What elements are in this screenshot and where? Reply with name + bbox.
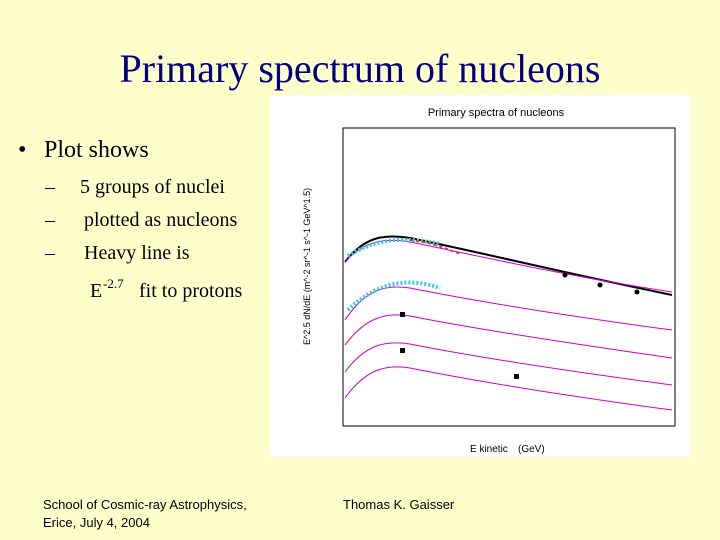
- fit-base: E: [90, 280, 102, 302]
- runjob-point: [597, 282, 603, 288]
- points: [400, 272, 640, 379]
- sub-bullet: plotted as nucleons: [84, 209, 238, 231]
- slide-title: Primary spectrum of nucleons: [120, 46, 601, 91]
- plot-frame: [342, 127, 676, 427]
- curves: [344, 235, 673, 411]
- dash: –: [44, 209, 56, 231]
- x-axis-label: E kinetic: [470, 444, 508, 455]
- dash: –: [44, 176, 56, 198]
- model-curve: [344, 314, 673, 359]
- fe-point: [400, 312, 405, 317]
- model-curve: [344, 239, 673, 293]
- bess-p-points: [346, 237, 441, 258]
- bullet: Plot shows: [44, 137, 149, 163]
- footer-right: Thomas K. Gaisser: [343, 497, 455, 512]
- figure-bg: [270, 95, 690, 457]
- sub-bullet: Heavy line is: [84, 242, 190, 264]
- model-curve: [344, 342, 673, 386]
- dash: –: [44, 242, 56, 264]
- bess-he-points: [346, 280, 441, 312]
- footer-left: Erice, July 4, 2004: [43, 515, 150, 530]
- fit-text: fit to protons: [139, 280, 243, 302]
- fe-point: [400, 348, 405, 353]
- footer-left: School of Cosmic-ray Astrophysics,: [43, 497, 247, 512]
- model-curve: [344, 366, 673, 411]
- runjob-point: [634, 289, 640, 295]
- y-axis-label: E^2.5 dN/dE (m^-2 sr^-1 s^-1 GeV^1.5): [302, 188, 312, 345]
- x-axis-unit: (GeV): [518, 444, 545, 455]
- bullet-dot: •: [18, 137, 26, 163]
- model-curve: [344, 286, 673, 331]
- fe-point: [514, 374, 519, 379]
- figure-title: Primary spectra of nucleons: [428, 107, 565, 119]
- figure: Primary spectra of nucleons E^2.5 dN/dE …: [270, 95, 690, 457]
- sub-bullet: 5 groups of nuclei: [80, 176, 225, 198]
- runjob-point: [562, 272, 568, 278]
- fit-exponent: -2.7: [103, 276, 124, 291]
